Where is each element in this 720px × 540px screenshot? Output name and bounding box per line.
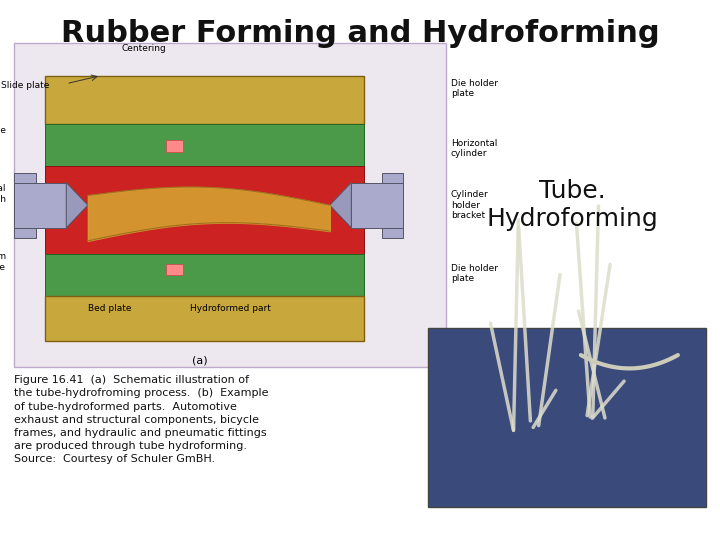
- Bar: [45, 254, 364, 296]
- Text: Die holder
plate: Die holder plate: [451, 264, 498, 283]
- Text: Seal
punch: Seal punch: [0, 184, 6, 204]
- Text: Centering: Centering: [122, 44, 166, 53]
- Text: Top die: Top die: [0, 126, 6, 135]
- Text: Hydroformed part: Hydroformed part: [190, 304, 271, 313]
- Polygon shape: [66, 183, 88, 228]
- Bar: [166, 264, 183, 275]
- Text: Die holder
plate: Die holder plate: [451, 79, 498, 98]
- Text: Rubber Forming and Hydroforming: Rubber Forming and Hydroforming: [60, 19, 660, 48]
- Text: Tube.
Hydroforming: Tube. Hydroforming: [487, 179, 658, 231]
- Bar: [14, 173, 36, 238]
- Text: Cylinder
holder
bracket: Cylinder holder bracket: [451, 190, 488, 220]
- Text: Horizontal
cylinder: Horizontal cylinder: [451, 139, 497, 158]
- Bar: [45, 124, 364, 166]
- Bar: [14, 43, 446, 367]
- Bar: [14, 183, 66, 228]
- Bar: [428, 328, 706, 507]
- Text: Slide plate: Slide plate: [1, 81, 50, 90]
- Text: Bottom
die: Bottom die: [0, 252, 6, 272]
- Text: Figure 16.41  (a)  Schematic illustration of
the tube-hydrofroming process.  (b): Figure 16.41 (a) Schematic illustration …: [14, 375, 269, 464]
- Bar: [45, 296, 364, 341]
- Bar: [45, 76, 364, 124]
- Polygon shape: [330, 183, 351, 228]
- Text: Bed plate: Bed plate: [88, 304, 131, 313]
- Bar: [45, 166, 364, 254]
- Bar: [382, 173, 403, 238]
- Bar: [166, 140, 183, 152]
- Bar: [351, 183, 403, 228]
- Text: (a): (a): [192, 355, 208, 366]
